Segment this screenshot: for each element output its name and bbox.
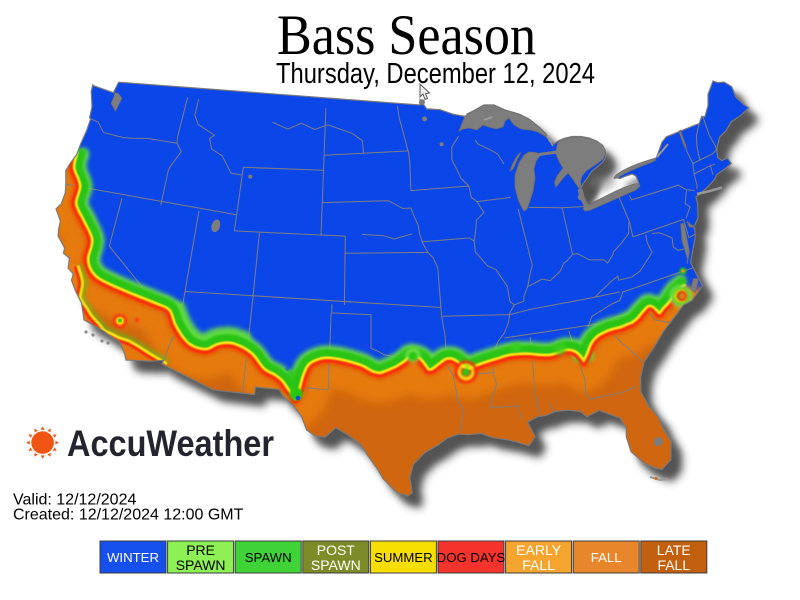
svg-text:Created: 12/12/2024 12:00 GMT: Created: 12/12/2024 12:00 GMT [13,507,244,524]
svg-text:Thursday, December 12, 2024: Thursday, December 12, 2024 [276,58,595,90]
svg-text:Valid: 12/12/2024: Valid: 12/12/2024 [13,492,136,509]
svg-text:SPAWN: SPAWN [245,550,292,565]
svg-text:FALL: FALL [657,557,690,573]
svg-text:SPAWN: SPAWN [311,557,361,573]
svg-text:Bass Season: Bass Season [277,4,536,67]
svg-text:PRE: PRE [186,542,215,558]
svg-text:SPAWN: SPAWN [176,557,226,573]
svg-text:AccuWeather: AccuWeather [67,423,274,464]
svg-text:EARLY: EARLY [516,542,562,558]
svg-text:FALL: FALL [591,550,622,565]
svg-text:LATE: LATE [657,542,691,558]
svg-text:WINTER: WINTER [107,550,159,565]
svg-text:SUMMER: SUMMER [374,550,433,565]
svg-text:FALL: FALL [522,557,555,573]
svg-text:POST: POST [317,542,356,558]
svg-text:DOG DAYS: DOG DAYS [437,550,506,565]
